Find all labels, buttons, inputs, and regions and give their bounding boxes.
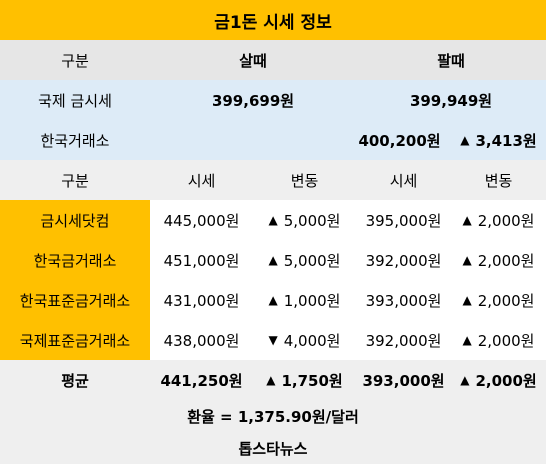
header-category: 구분 [61,51,89,70]
table-row: 한국표준금거래소 431,000원 ▲ 1,000원 393,000원 ▲ 2,00… [0,280,546,320]
table-row: 한국금거래소 451,000원 ▲ 5,000원 392,000원 ▲ 2,000원 [0,240,546,280]
up-arrow-icon: ▲ [462,293,472,307]
row-sell-change-value: 2,000원 [477,211,535,230]
krx-sell-price: 400,200원 [358,131,441,150]
row-buy-price: 451,000원 [163,251,240,270]
row-buy-change-value: 4,000원 [283,331,341,350]
row-buy-price: 445,000원 [163,211,240,230]
row-buy-change: ▲ 1,000원 [253,280,356,320]
krx-change: ▲ 3,413원 [451,120,546,160]
up-arrow-icon: ▲ [266,373,276,387]
row-buy-change-value: 1,000원 [283,291,341,310]
krx-label: 한국거래소 [40,131,110,150]
row-sell-price: 392,000원 [365,251,442,270]
row-buy-change: ▲ 5,000원 [253,240,356,280]
header-sell: 팔때 [437,51,465,70]
header2-category: 구분 [61,171,89,190]
table-title: 금1돈 시세 정보 [214,12,332,33]
up-arrow-icon: ▲ [268,213,278,227]
header2-buy-change: 변동 [290,171,319,190]
international-buy: 399,699원 [211,91,295,110]
down-arrow-icon: ▼ [268,333,278,347]
row-buy-change: ▼ 4,000원 [253,320,356,360]
title-row: 금1돈 시세 정보 [0,0,546,40]
header-buy: 살때 [239,51,267,70]
row-buy-change-value: 5,000원 [283,211,341,230]
krx-row: 한국거래소 400,200원 ▲ 3,413원 [0,120,546,160]
row-buy-change: ▲ 5,000원 [253,200,356,240]
header-row-columns: 구분 시세 변동 시세 변동 [0,160,546,200]
row-sell-price: 392,000원 [365,331,442,350]
source-credit: 톱스타뉴스 [238,439,308,458]
average-buy-change-value: 1,750원 [281,371,343,390]
row-sell-price: 393,000원 [365,291,442,310]
row-name: 한국금거래소 [0,240,150,280]
row-buy-price: 438,000원 [163,331,240,350]
header2-buy-price: 시세 [187,171,216,190]
row-sell-change: ▲ 2,000원 [451,200,546,240]
row-sell-price: 395,000원 [365,211,442,230]
row-sell-change-value: 2,000원 [477,291,535,310]
average-sell-price: 393,000원 [362,371,445,390]
average-sell-change-value: 2,000원 [475,371,537,390]
row-sell-change: ▲ 2,000원 [451,320,546,360]
footer: 환율 = 1,375.90원/달러 톱스타뉴스 [0,400,546,464]
up-arrow-icon: ▲ [462,253,472,267]
row-buy-change-value: 5,000원 [283,251,341,270]
header2-sell-price: 시세 [389,171,418,190]
up-arrow-icon: ▲ [460,373,470,387]
average-row: 평균 441,250원 ▲ 1,750원 393,000원 ▲ 2,000원 [0,360,546,400]
row-sell-change-value: 2,000원 [477,251,535,270]
krx-change-arrow-icon: ▲ [460,133,470,147]
up-arrow-icon: ▲ [462,213,472,227]
krx-change-value: 3,413원 [475,131,537,150]
row-buy-price: 431,000원 [163,291,240,310]
table-row: 금시세닷컴 445,000원 ▲ 5,000원 395,000원 ▲ 2,000원 [0,200,546,240]
international-label: 국제 금시세 [38,91,112,110]
average-buy-price: 441,250원 [160,371,243,390]
international-row: 국제 금시세 399,699원 399,949원 [0,80,546,120]
header-row-buy-sell: 구분 살때 팔때 [0,40,546,80]
krx-buy-empty [150,120,356,160]
exchange-rate: 환율 = 1,375.90원/달러 [187,407,359,426]
header2-sell-change: 변동 [484,171,513,190]
row-name: 한국표준금거래소 [0,280,150,320]
table-row: 국제표준금거래소 438,000원 ▼ 4,000원 392,000원 ▲ 2,00… [0,320,546,360]
up-arrow-icon: ▲ [268,293,278,307]
row-sell-change: ▲ 2,000원 [451,240,546,280]
average-label: 평균 [61,371,89,390]
up-arrow-icon: ▲ [268,253,278,267]
row-name: 금시세닷컴 [0,200,150,240]
up-arrow-icon: ▲ [462,333,472,347]
row-sell-change-value: 2,000원 [477,331,535,350]
row-name: 국제표준금거래소 [0,320,150,360]
average-buy-change: ▲ 1,750원 [253,360,356,400]
row-sell-change: ▲ 2,000원 [451,280,546,320]
international-sell: 399,949원 [409,91,493,110]
average-sell-change: ▲ 2,000원 [451,360,546,400]
